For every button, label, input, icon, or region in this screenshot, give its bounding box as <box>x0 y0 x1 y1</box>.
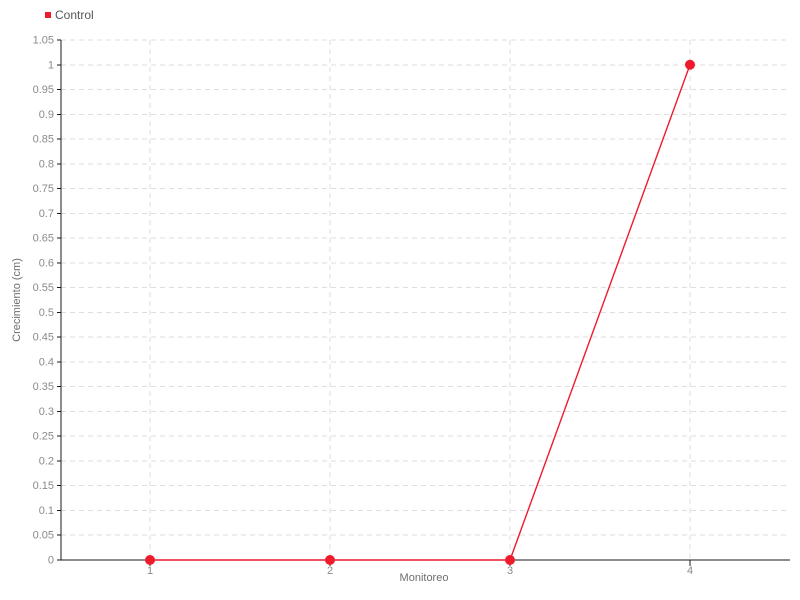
x-tick-label: 3 <box>507 565 513 577</box>
y-tick-label: 0.45 <box>33 332 54 344</box>
y-tick-label: 0.05 <box>33 530 54 542</box>
y-tick-label: 0.7 <box>39 208 54 220</box>
y-tick-label: 0.8 <box>39 158 54 170</box>
y-tick-label: 0.4 <box>39 356 54 368</box>
x-axis-title: Monitoreo <box>399 572 449 584</box>
y-tick-label: 0.1 <box>39 505 54 517</box>
y-tick-label: 0.25 <box>33 431 54 443</box>
data-point[interactable] <box>325 555 335 565</box>
y-tick-label: 0.75 <box>33 183 54 195</box>
y-tick-label: 0.6 <box>39 257 54 269</box>
data-point[interactable] <box>685 59 695 70</box>
y-tick-label: 0.85 <box>33 134 54 146</box>
x-tick-label: 2 <box>327 565 333 577</box>
legend-item-control[interactable]: Control <box>45 9 94 21</box>
legend-marker-square <box>45 12 51 18</box>
data-point[interactable] <box>145 555 155 565</box>
x-tick-label: 4 <box>687 565 693 577</box>
x-tick-label: 1 <box>147 565 153 577</box>
series-line[interactable] <box>150 64 691 561</box>
y-tick-label: 0.95 <box>33 84 54 96</box>
legend-label: Control <box>55 8 94 22</box>
y-tick-label: 1.05 <box>33 35 54 47</box>
y-tick-label: 0.3 <box>39 406 54 418</box>
y-tick-label: 0.65 <box>33 233 54 245</box>
data-point[interactable] <box>505 555 515 565</box>
y-axis-title: Crecimiento (cm) <box>11 258 23 342</box>
y-tick-label: 0 <box>48 555 54 567</box>
legend: Control <box>45 9 94 21</box>
y-tick-label: 0.35 <box>33 381 54 393</box>
y-tick-label: 0.15 <box>33 480 54 492</box>
y-tick-label: 0.2 <box>39 455 54 467</box>
y-tick-label: 1 <box>48 59 54 71</box>
y-tick-label: 0.55 <box>33 282 54 294</box>
y-tick-label: 0.5 <box>39 307 54 319</box>
y-tick-label: 0.9 <box>39 109 54 121</box>
